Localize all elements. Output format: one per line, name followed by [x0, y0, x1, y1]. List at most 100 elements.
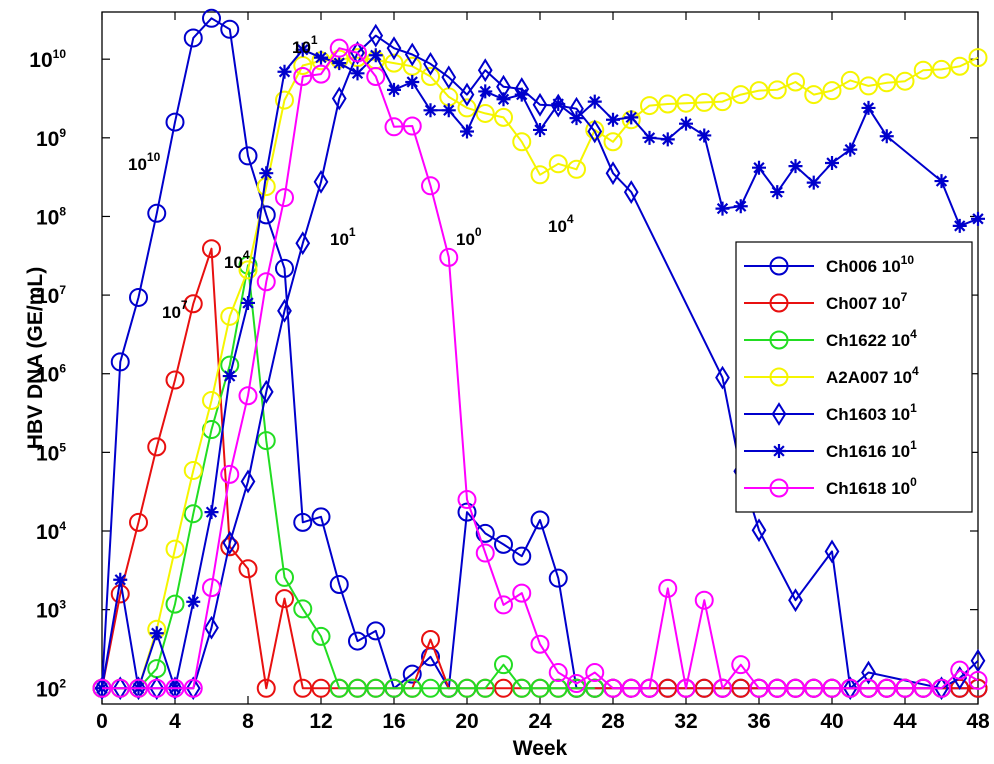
data-point — [676, 678, 696, 698]
x-tick-label: 48 — [966, 710, 990, 733]
x-tick-label: 28 — [601, 710, 625, 733]
data-point — [165, 539, 185, 559]
data-point — [843, 142, 858, 157]
data-point — [771, 402, 787, 426]
data-point — [368, 48, 383, 63]
data-point — [694, 92, 714, 112]
data-point — [275, 567, 294, 587]
dose-annotation: 1010 — [128, 150, 161, 174]
data-point — [112, 676, 128, 701]
data-point — [877, 73, 897, 93]
data-point — [457, 678, 477, 698]
data-point — [731, 678, 751, 698]
data-point — [402, 116, 422, 136]
data-point — [441, 103, 456, 118]
data-point — [772, 444, 786, 458]
data-point — [749, 678, 769, 698]
x-tick-label: 44 — [893, 710, 917, 733]
data-point — [384, 678, 404, 698]
y-tick-label: 106 — [36, 362, 66, 387]
data-point — [129, 512, 148, 532]
data-point — [204, 615, 219, 640]
y-tick-label: 109 — [36, 126, 66, 151]
data-point — [713, 92, 732, 112]
data-point — [149, 676, 165, 701]
data-point — [293, 66, 313, 86]
data-point — [402, 664, 422, 684]
data-point — [183, 678, 203, 698]
data-point — [530, 510, 550, 530]
data-point — [478, 84, 493, 99]
data-point — [587, 119, 603, 144]
data-point — [240, 469, 256, 494]
data-point — [256, 205, 276, 225]
data-point — [165, 370, 185, 390]
data-point — [256, 272, 276, 292]
data-point — [769, 293, 789, 313]
legend-label: Ch1616 101 — [826, 438, 917, 461]
data-point — [968, 48, 988, 68]
data-point — [512, 132, 532, 152]
data-point — [913, 678, 933, 698]
data-point — [460, 124, 474, 139]
dose-annotation: 100 — [456, 225, 482, 249]
data-point — [769, 367, 789, 387]
data-point — [752, 160, 766, 175]
data-point — [475, 103, 495, 123]
data-point — [404, 42, 420, 67]
data-point — [603, 132, 623, 152]
x-tick-label: 40 — [820, 710, 843, 733]
data-point — [512, 583, 532, 603]
dose-annotation: 104 — [548, 212, 574, 236]
legend-label: Ch1618 100 — [826, 475, 917, 498]
data-point — [512, 546, 532, 566]
data-point — [293, 55, 313, 75]
data-point — [202, 390, 221, 410]
data-point — [769, 478, 789, 498]
data-point — [113, 572, 128, 587]
legend-entry: Ch1603 101 — [744, 401, 917, 426]
data-point — [295, 42, 310, 57]
data-point — [275, 90, 294, 110]
data-point — [293, 678, 313, 698]
data-point — [877, 678, 897, 698]
data-point — [715, 201, 730, 216]
data-point — [861, 100, 876, 115]
legend-label: Ch006 1010 — [826, 253, 914, 276]
data-point — [895, 678, 915, 698]
data-point — [822, 81, 842, 101]
y-tick-label: 107 — [36, 283, 66, 308]
data-point — [624, 110, 639, 125]
data-point — [971, 211, 985, 226]
data-point — [749, 81, 769, 101]
data-point — [788, 159, 803, 174]
data-point — [697, 128, 712, 143]
data-point — [348, 631, 367, 651]
data-point — [238, 146, 258, 166]
dose-annotation: 101 — [292, 33, 318, 57]
data-point — [660, 132, 675, 147]
data-point — [439, 247, 459, 267]
x-axis-title: Week — [513, 737, 568, 760]
annotation-layer: 1010 107 104 101 101 100 104 — [128, 33, 574, 322]
data-point — [293, 512, 313, 532]
y-tick-label: 103 — [36, 598, 66, 623]
data-point — [421, 176, 440, 196]
data-point — [220, 19, 240, 39]
data-point — [567, 678, 586, 698]
data-point — [129, 287, 148, 307]
data-point — [258, 379, 274, 404]
data-point — [350, 66, 365, 81]
data-point — [405, 74, 420, 89]
data-point — [861, 660, 876, 685]
data-point — [676, 93, 696, 113]
x-tick-label: 36 — [747, 710, 770, 733]
data-point — [475, 543, 495, 563]
data-point — [713, 678, 732, 698]
legend-label: Ch007 107 — [826, 290, 908, 313]
x-tick-label: 32 — [674, 710, 697, 733]
data-point — [332, 56, 347, 71]
data-point — [548, 678, 568, 698]
data-point — [386, 36, 402, 61]
data-point — [147, 437, 167, 457]
